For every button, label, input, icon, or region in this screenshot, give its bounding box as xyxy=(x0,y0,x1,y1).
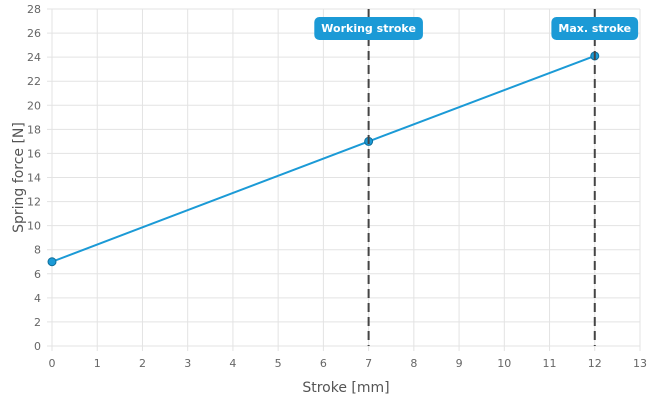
x-tick-label: 10 xyxy=(497,357,511,370)
y-tick-label: 22 xyxy=(27,75,41,88)
vertical-gridlines xyxy=(51,9,641,351)
y-tick-label: 0 xyxy=(34,340,41,353)
y-axis-title: Spring force [N] xyxy=(11,122,27,233)
x-tick-label: 8 xyxy=(410,357,417,370)
x-tick-label: 13 xyxy=(633,357,647,370)
x-tick-label: 2 xyxy=(139,357,146,370)
x-tick-label: 12 xyxy=(588,357,602,370)
marker-layer: Working stroke Max. stroke xyxy=(314,9,639,346)
marker-label: Max. stroke xyxy=(558,22,631,35)
y-tick-label: 6 xyxy=(34,268,41,281)
data-point xyxy=(47,257,57,267)
x-tick-label: 11 xyxy=(543,357,557,370)
x-tick-label: 4 xyxy=(229,357,236,370)
y-tick-label: 4 xyxy=(34,292,41,305)
x-tick-label: 0 xyxy=(49,357,56,370)
x-tick-label: 1 xyxy=(94,357,101,370)
x-tick-label: 3 xyxy=(184,357,191,370)
x-tick-label: 7 xyxy=(365,357,372,370)
x-axis-title: Stroke [mm] xyxy=(302,380,389,396)
horizontal-gridlines xyxy=(47,8,640,347)
y-tick-label: 18 xyxy=(27,123,41,136)
y-tick-label: 24 xyxy=(27,51,41,64)
x-tick-label: 9 xyxy=(456,357,463,370)
marker-label: Working stroke xyxy=(321,22,416,35)
marker-label-box xyxy=(314,17,423,40)
y-tick-label: 28 xyxy=(27,3,41,16)
y-tick-label: 10 xyxy=(27,220,41,233)
y-tick-label: 8 xyxy=(34,244,41,257)
x-tick-label: 5 xyxy=(275,357,282,370)
y-tick-label: 14 xyxy=(27,172,41,185)
y-tick-label: 2 xyxy=(34,316,41,329)
y-tick-label: 26 xyxy=(27,27,41,40)
y-tick-label: 20 xyxy=(27,99,41,112)
y-tick-label: 16 xyxy=(27,147,41,160)
x-tick-label: 6 xyxy=(320,357,327,370)
x-axis-tick-labels: 0 1 2 3 4 5 6 7 8 9 10 11 12 13 xyxy=(49,357,648,370)
marker-label-box xyxy=(551,17,639,40)
y-tick-label: 12 xyxy=(27,196,41,209)
